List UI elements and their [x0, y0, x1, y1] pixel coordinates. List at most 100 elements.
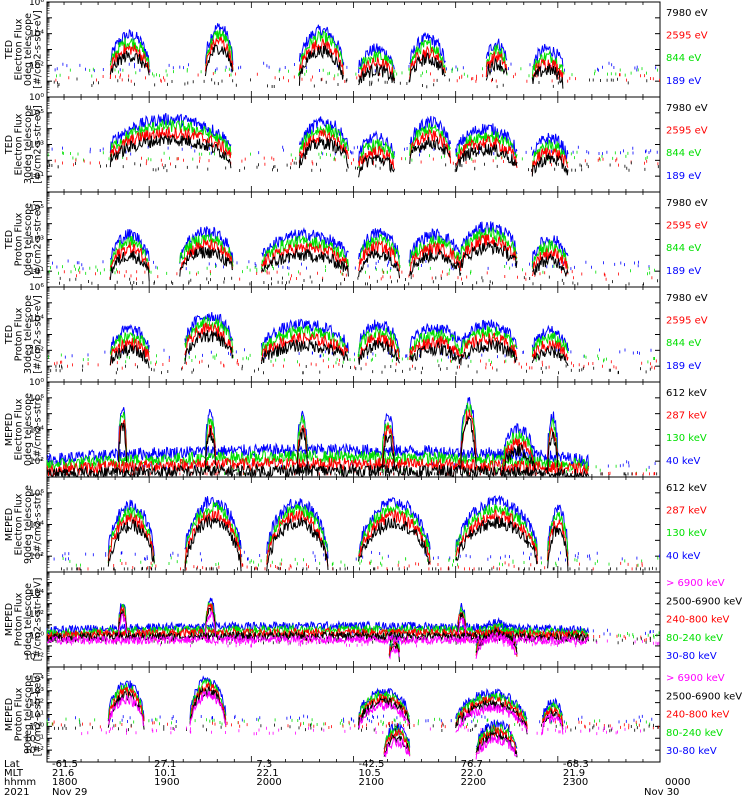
legend-entry: 287 keV: [666, 411, 707, 422]
legend-entry: 80-240 keV: [666, 728, 723, 739]
series-trace: [107, 678, 564, 756]
series-noise: [53, 77, 648, 89]
legend-entry: 2595 eV: [666, 31, 708, 42]
legend-entry: 612 keV: [666, 483, 707, 494]
series-trace: [107, 690, 564, 760]
legend-entry: 240-800 keV: [666, 615, 730, 626]
series-noise: [69, 639, 660, 648]
y-axis-title-line: 90deg telescope: [23, 675, 34, 754]
legend-entry: 40 keV: [666, 456, 700, 467]
y-axis-title: TEDProton Flux0deg telescope[#/cm2-s-str…: [4, 200, 44, 279]
y-axis-title-line: 0deg telescope: [23, 203, 34, 276]
legend-entry: 2500-6900 keV: [666, 596, 742, 607]
y-tick-label: 10⁶: [29, 0, 44, 8]
y-tick-label: 10⁴: [29, 675, 44, 685]
y-axis-title-line: MEPED: [4, 508, 15, 541]
series-trace: [109, 28, 564, 79]
legend-entry: 30-80 keV: [666, 651, 717, 662]
legend-entry: 130 keV: [666, 528, 707, 539]
footer-row-mlt: MLT: [4, 768, 24, 779]
legend-entry: 2595 eV: [666, 221, 708, 232]
y-tick-label: 10⁴: [29, 521, 44, 531]
y-axis-title-line: [#/cm2-s-str]: [33, 398, 44, 461]
series-noise: [53, 550, 660, 562]
legend-entry: 844 eV: [666, 53, 701, 64]
y-tick-label: 10²: [29, 457, 44, 467]
y-axis-title-line: [#/cm2-s-str-eV]: [33, 105, 44, 184]
series-noise: [48, 264, 655, 276]
y-axis-title: MEPEDElectron Flux0deg telescope[#/cm2-s…: [4, 393, 44, 466]
footer-lat-value: 7.3: [256, 759, 272, 770]
footer-lat-value: 27.1: [154, 759, 176, 770]
series-noise: [81, 726, 641, 736]
y-tick-label: 10³: [29, 236, 44, 246]
legend-entry: 189 eV: [666, 76, 701, 87]
y-axis-title-line: [#/cm2-s-str-eV]: [33, 295, 44, 374]
series-noise: [52, 259, 650, 271]
footer-mlt-value: 10.5: [359, 768, 381, 779]
legend-entry: 240-800 keV: [666, 710, 730, 721]
legend-entry: 7980 eV: [666, 103, 708, 114]
y-tick-label: 10³: [29, 141, 44, 151]
footer-mlt-value: 10.1: [154, 768, 176, 779]
y-tick-label: 10⁻²: [24, 746, 44, 756]
footer-hhmm-value: 2300: [563, 777, 588, 788]
footer-row-hhmm: hhmm: [4, 777, 36, 788]
y-axis-title-line: Proton Flux: [14, 307, 25, 361]
panel-frame: [46, 571, 661, 668]
y-axis-title-line: 30deg telescope: [23, 105, 34, 184]
y-tick-label: 10⁴: [29, 30, 44, 40]
y-axis-title-line: Electron Flux: [14, 113, 25, 175]
y-tick-label: 10⁶: [29, 489, 44, 499]
y-axis-title-line: 90deg telescope: [23, 485, 34, 564]
footer-lat-value: -42.5: [359, 759, 385, 770]
y-tick-label: 10²: [29, 552, 44, 562]
panel-frame: [46, 1, 661, 98]
series-noise: [61, 566, 657, 571]
footer-row-year: 2021: [4, 787, 29, 798]
footer-axis-labels: Lat MLT hhmm 2021 -61.5 27.1 7.3 -42.5 76.7 -…: [4, 759, 690, 798]
legend-entry: 7980 eV: [666, 8, 708, 19]
series-trace: [46, 601, 589, 656]
footer-row-lat: Lat: [4, 759, 20, 770]
footer-mlt-value: 22.1: [256, 768, 278, 779]
y-axis-title-line: MEPED: [4, 413, 15, 446]
y-tick-label: 10⁴: [29, 589, 44, 599]
footer-date-end: Nov 30: [644, 787, 679, 798]
legend-entry: 287 keV: [666, 506, 707, 517]
y-tick-label: 10⁵: [29, 109, 44, 119]
series-noise: [50, 364, 651, 375]
footer-mlt-value: 22.0: [461, 768, 483, 779]
y-tick-label: 10²: [29, 610, 44, 620]
footer-hhmm-value: 1800: [52, 777, 77, 788]
series-trace: [109, 234, 569, 277]
legend-entry: 80-240 keV: [666, 633, 723, 644]
footer-mlt-value: 21.6: [52, 768, 74, 779]
footer-hhmm-value: 2100: [359, 777, 384, 788]
legend-entry: 844 eV: [666, 148, 701, 159]
y-tick-label: 10⁰: [29, 631, 44, 641]
legend-entry: 7980 eV: [666, 293, 708, 304]
y-axis-title: TEDElectron Flux0deg telescope[#/cm2-s-s…: [4, 10, 44, 89]
series-trace: [109, 133, 569, 178]
y-axis-title: MEPEDProton Flux90deg telescope[#/cm2-s-…: [4, 673, 44, 757]
y-axis-title-line: Proton Flux: [14, 212, 25, 266]
y-tick-label: 10⁰: [29, 378, 44, 388]
legend-entry: 612 keV: [666, 388, 707, 399]
y-tick-label: 10¹: [29, 267, 44, 277]
panel-frame: [46, 286, 661, 383]
series-noise: [54, 156, 659, 167]
series-noise: [78, 561, 643, 571]
series-trace: [46, 597, 589, 656]
y-tick-label: 10⁻²: [24, 652, 44, 662]
legend-entry: 844 eV: [666, 338, 701, 349]
footer-hhmm-value: 1900: [154, 777, 179, 788]
legend-entry: 7980 eV: [666, 198, 708, 209]
series-trace: [109, 112, 569, 163]
y-tick-label: 10¹: [29, 172, 44, 182]
y-axis-title-line: TED: [4, 325, 15, 345]
y-axis-title-line: 0deg telescope: [23, 13, 34, 86]
footer-mlt-value: 21.9: [563, 768, 585, 779]
